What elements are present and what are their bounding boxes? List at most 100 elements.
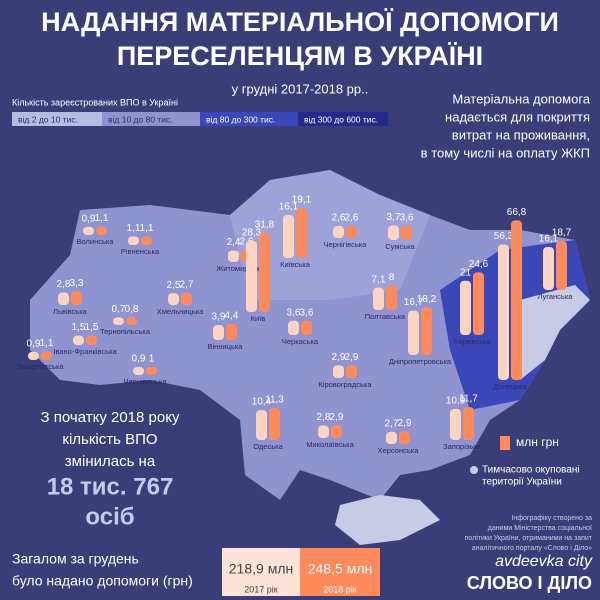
legend-item: від 10 до 80 тис. bbox=[108, 114, 173, 124]
region-name: Полтавська bbox=[365, 312, 406, 321]
subtitle: у грудні 2017-2018 рр.. bbox=[232, 81, 369, 96]
value-label: 2,4 bbox=[227, 237, 241, 248]
value-label: 0,8 bbox=[125, 304, 139, 315]
value-label: 1,1 bbox=[127, 223, 141, 234]
bar bbox=[473, 272, 484, 335]
value-label: 1,1 bbox=[40, 338, 54, 349]
bar bbox=[96, 226, 107, 235]
occupied-label: Тимчасово окуповані bbox=[482, 465, 580, 476]
region-name: Рівненська bbox=[121, 247, 160, 256]
region-name: Дніпропетровська bbox=[389, 357, 452, 366]
totals-text: Загалом за грудень bbox=[12, 551, 139, 567]
occupied-swatch bbox=[470, 466, 478, 474]
bar bbox=[401, 225, 412, 240]
bar bbox=[226, 323, 237, 340]
value-label: 10,4 bbox=[252, 397, 272, 408]
value-label: 19,1 bbox=[292, 195, 312, 206]
region-name: Запорізька bbox=[443, 442, 482, 451]
bar bbox=[86, 335, 97, 345]
value-label: 0,9 bbox=[27, 339, 41, 350]
change-text: З початку 2018 року bbox=[41, 409, 180, 426]
title: НАДАННЯ МАТЕРІАЛЬНОЇ ДОПОМОГИ bbox=[41, 7, 559, 37]
region-name: Луганська bbox=[538, 292, 574, 301]
legend-title: Кількість зареєстрованих ВПО в Україні bbox=[12, 97, 178, 107]
bar bbox=[228, 250, 239, 262]
change-text: змінилась на bbox=[65, 453, 156, 470]
region-name: Львівська bbox=[53, 307, 87, 316]
logo: СЛОВО І ДІЛО bbox=[467, 573, 592, 593]
legend-item: від 2 до 10 тис. bbox=[18, 114, 78, 124]
value-label: 3,3 bbox=[70, 278, 84, 289]
value-label: 28,3 bbox=[242, 228, 262, 239]
value-label: 0,9 bbox=[82, 214, 96, 225]
region-name: Чернівецька bbox=[123, 377, 167, 386]
value-label: 31,8 bbox=[255, 220, 275, 231]
bar bbox=[333, 226, 344, 238]
region-name: Одеська bbox=[253, 442, 283, 451]
value-label: 2,9 bbox=[330, 412, 344, 423]
change-text: кількість ВПО bbox=[62, 431, 157, 448]
region-name: Закарпатська bbox=[16, 362, 64, 371]
region-name: Волинська bbox=[77, 237, 115, 246]
bar bbox=[333, 365, 344, 378]
value-label: 2,6 bbox=[332, 213, 346, 224]
bar bbox=[399, 431, 410, 444]
value-label: 4,4 bbox=[225, 311, 239, 322]
change-number: 18 тис. 767 bbox=[47, 473, 174, 500]
value-label: 11,3 bbox=[265, 395, 284, 406]
bar bbox=[126, 317, 137, 325]
bar bbox=[421, 307, 432, 355]
bar bbox=[83, 226, 94, 235]
legend-item: від 80 до 300 тис. bbox=[206, 114, 275, 124]
region-name: Київ bbox=[251, 314, 266, 323]
bar bbox=[168, 293, 179, 305]
value-label: 24,6 bbox=[469, 259, 489, 270]
total-amount: 248,5 млн bbox=[308, 561, 372, 577]
note: витрат на проживання, bbox=[452, 127, 590, 142]
totals-text: було надано допомоги (грн) bbox=[12, 573, 193, 589]
region-name: Херсонська bbox=[378, 446, 420, 455]
bar bbox=[388, 225, 399, 240]
region-name: Черкаська bbox=[282, 337, 319, 346]
value-label: 18,7 bbox=[552, 228, 572, 239]
bar bbox=[269, 408, 280, 440]
value-label: 21 bbox=[460, 267, 472, 278]
value-label: 2,8 bbox=[57, 279, 71, 290]
note: надається для покриття bbox=[445, 109, 590, 124]
value-label: 56,3 bbox=[494, 231, 514, 242]
bar bbox=[113, 317, 124, 325]
value-label: 16,1 bbox=[539, 234, 559, 245]
legend-swatch bbox=[200, 112, 298, 126]
bar bbox=[133, 366, 144, 375]
map-crimea bbox=[335, 495, 440, 545]
region-name: Чернігівська bbox=[324, 240, 368, 249]
value-label: 3,6 bbox=[300, 307, 314, 318]
note: Матеріальна допомога bbox=[452, 91, 590, 106]
bar bbox=[498, 244, 509, 380]
bar bbox=[58, 292, 69, 305]
region-name: Сумська bbox=[385, 242, 415, 251]
bar bbox=[301, 320, 312, 335]
bar bbox=[386, 431, 397, 444]
value-label: 7,1 bbox=[372, 274, 386, 285]
occupied-label: території України bbox=[482, 477, 562, 488]
bar bbox=[283, 214, 294, 258]
value-label: 2,6 bbox=[240, 237, 254, 248]
region-name: Кіровоградська bbox=[318, 380, 372, 389]
total-year: 2017 рік bbox=[244, 584, 278, 594]
bar bbox=[450, 408, 461, 440]
watermark: avdeevka city bbox=[495, 553, 593, 570]
bar bbox=[556, 240, 567, 290]
bar bbox=[146, 366, 157, 375]
bar bbox=[73, 335, 84, 345]
bar bbox=[373, 287, 384, 310]
legend-swatch bbox=[12, 112, 102, 126]
legend-item: від 300 до 600 тис. bbox=[304, 114, 378, 124]
value-label: 1,1 bbox=[95, 213, 109, 224]
credit: даними Міністерства соціальної bbox=[488, 524, 592, 532]
value-label: 3,6 bbox=[287, 307, 301, 318]
note: в тому числі на оплату ЖКП bbox=[421, 145, 590, 160]
map-north bbox=[230, 170, 430, 300]
bar bbox=[213, 325, 224, 340]
